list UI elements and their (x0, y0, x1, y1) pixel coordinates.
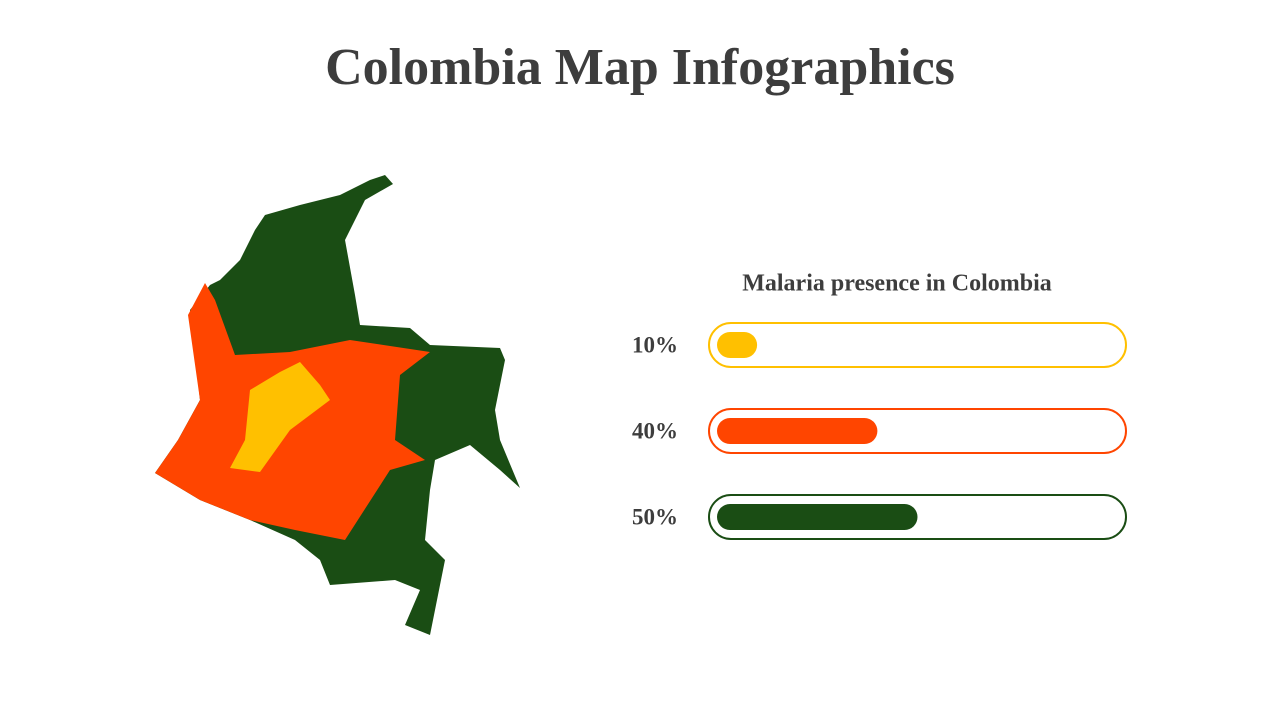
bar-track (708, 322, 1127, 368)
value-label: 50% (632, 504, 678, 529)
title: Colombia Map Infographics (325, 39, 955, 96)
bar (717, 332, 758, 358)
progress-bars: 10% 40% 50% (632, 322, 1127, 540)
subtitle: Malaria presence in Colombia (742, 271, 1052, 297)
bar (717, 504, 918, 530)
value-label: 40% (632, 418, 678, 443)
bar (717, 418, 878, 444)
colombia-map (155, 175, 520, 635)
value-label: 10% (632, 332, 678, 357)
map-region-yellow (230, 362, 330, 472)
